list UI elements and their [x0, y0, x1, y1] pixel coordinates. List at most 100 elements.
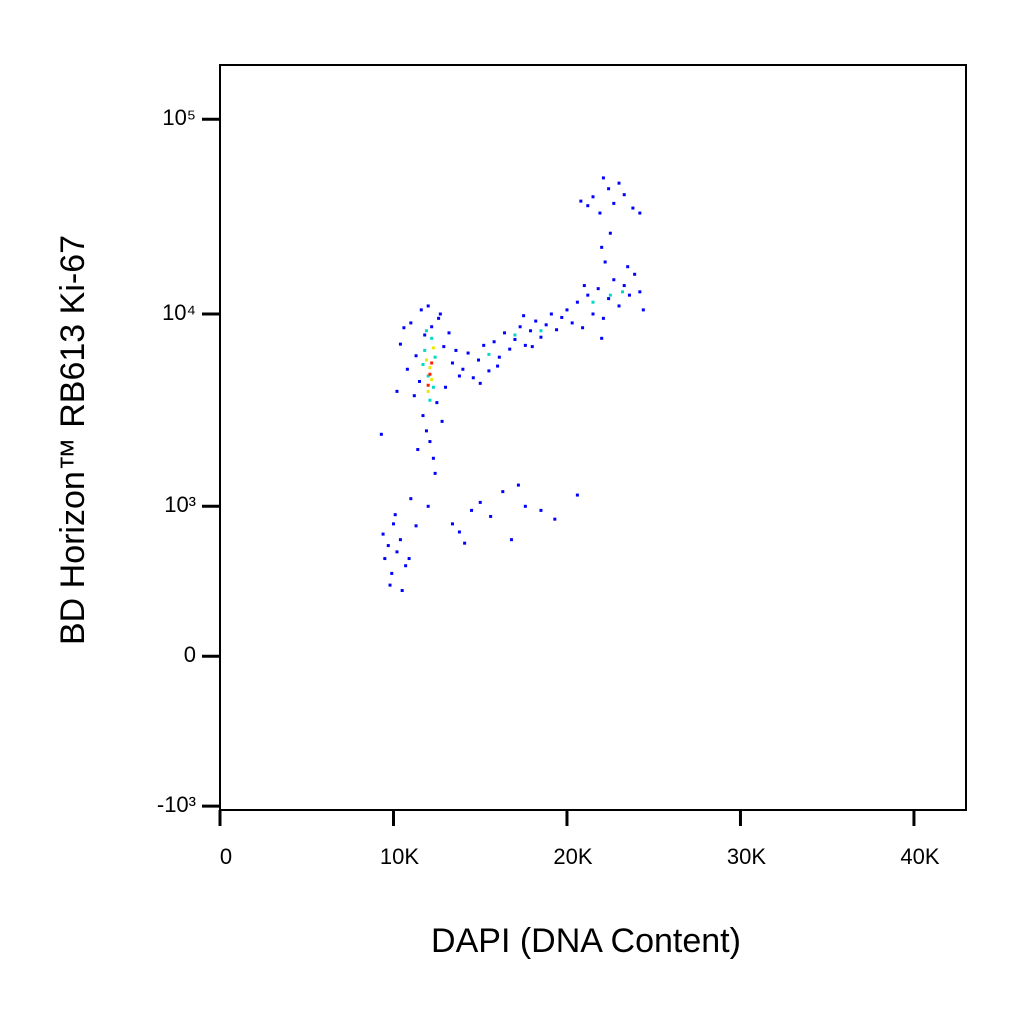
- data-point: [433, 355, 437, 359]
- data-point: [607, 187, 611, 191]
- data-point: [447, 331, 451, 335]
- x-tick-label: 40K: [900, 844, 939, 869]
- data-point: [431, 385, 435, 389]
- data-point: [430, 361, 434, 365]
- data-point: [638, 290, 642, 294]
- data-point: [539, 329, 543, 333]
- data-point: [617, 304, 621, 308]
- data-point: [539, 335, 543, 339]
- data-point: [530, 345, 534, 349]
- data-point: [570, 321, 574, 325]
- data-point: [579, 199, 583, 203]
- data-point: [549, 312, 553, 316]
- x-axis-label: DAPI (DNA Content): [431, 922, 741, 960]
- x-tick-label: 0: [220, 844, 232, 869]
- data-point: [457, 530, 461, 534]
- data-point: [591, 195, 595, 199]
- data-point: [398, 342, 402, 346]
- data-point: [638, 211, 642, 215]
- data-point: [575, 300, 579, 304]
- data-point: [430, 325, 434, 329]
- data-point: [450, 361, 454, 365]
- x-tick-label: 30K: [727, 844, 766, 869]
- data-point: [497, 355, 501, 359]
- data-point: [591, 312, 595, 316]
- data-point: [463, 541, 467, 545]
- data-point: [393, 513, 397, 517]
- data-point: [409, 497, 413, 501]
- y-tick-label: 10³: [164, 492, 196, 517]
- data-point: [627, 293, 631, 297]
- data-point: [603, 260, 607, 264]
- data-point: [426, 304, 430, 308]
- data-point: [617, 181, 621, 185]
- data-point: [438, 312, 442, 316]
- data-point: [641, 308, 645, 312]
- data-point: [476, 358, 480, 362]
- data-point: [598, 211, 602, 215]
- data-point: [553, 517, 557, 521]
- data-point: [470, 508, 474, 512]
- data-point: [487, 369, 491, 373]
- data-point: [450, 522, 454, 526]
- data-point: [426, 504, 430, 508]
- data-point: [428, 440, 432, 444]
- data-point: [423, 333, 427, 337]
- data-point: [496, 364, 500, 368]
- data-point: [523, 343, 527, 347]
- data-point: [454, 348, 458, 352]
- data-point: [518, 325, 522, 329]
- data-point: [424, 429, 428, 433]
- data-point: [383, 557, 387, 561]
- data-point: [601, 176, 605, 180]
- data-point: [565, 308, 569, 312]
- data-point: [388, 583, 392, 587]
- data-point: [471, 376, 475, 380]
- data-point: [591, 300, 595, 304]
- data-point: [433, 471, 437, 475]
- data-point: [442, 345, 446, 349]
- data-point: [560, 315, 564, 319]
- data-point: [575, 493, 579, 497]
- data-point: [509, 538, 513, 542]
- data-point: [428, 398, 432, 402]
- data-point: [398, 538, 402, 542]
- data-point: [489, 514, 493, 518]
- data-point: [386, 544, 390, 548]
- data-point: [487, 352, 491, 356]
- y-tick-label: -10³: [157, 792, 196, 817]
- data-point: [405, 367, 409, 371]
- data-point: [513, 337, 517, 341]
- data-point: [539, 508, 543, 512]
- data-point: [626, 265, 630, 269]
- data-point: [581, 326, 585, 330]
- data-point: [391, 522, 395, 526]
- data-point: [423, 348, 427, 352]
- data-point: [596, 287, 600, 291]
- data-point: [426, 374, 430, 378]
- y-tick-label: 0: [184, 642, 196, 667]
- data-point: [612, 278, 616, 282]
- data-point: [622, 193, 626, 197]
- data-point: [522, 314, 526, 318]
- data-point: [612, 201, 616, 205]
- data-point: [508, 347, 512, 351]
- data-point: [428, 372, 432, 376]
- data-point: [419, 308, 423, 312]
- data-point: [444, 385, 448, 389]
- y-axis-label: BD Horizon™ RB613 Ki-67: [54, 235, 92, 645]
- data-point: [513, 333, 517, 337]
- data-point: [421, 414, 425, 418]
- data-point: [523, 504, 527, 508]
- data-point: [395, 550, 399, 554]
- data-point: [437, 316, 441, 320]
- data-point: [516, 483, 520, 487]
- data-point: [426, 389, 430, 393]
- data-point: [418, 379, 422, 383]
- data-point: [416, 448, 420, 452]
- data-point: [534, 319, 538, 323]
- data-point: [381, 532, 385, 536]
- data-point: [586, 204, 590, 208]
- data-point: [424, 358, 428, 362]
